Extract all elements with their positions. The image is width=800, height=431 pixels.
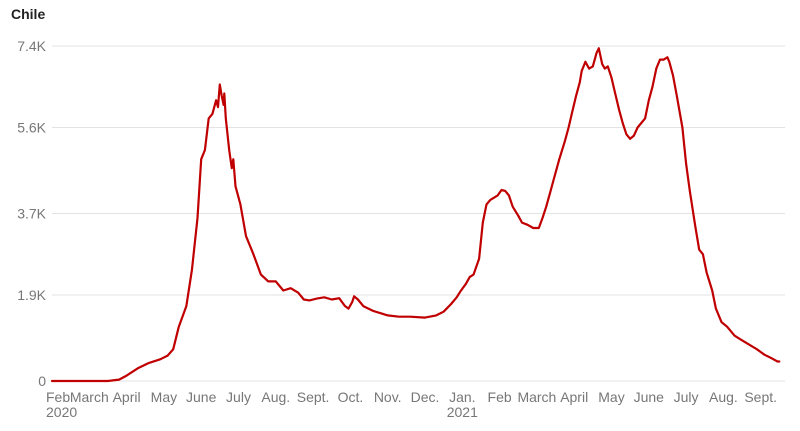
x-tick-label: Oct. — [338, 389, 364, 405]
x-tick-label: March — [70, 389, 109, 405]
x-tick-label: April — [560, 389, 588, 405]
x-tick-label: May — [151, 389, 177, 405]
x-tick-label: May — [598, 389, 624, 405]
x-tick-year-label: 2021 — [447, 404, 478, 420]
x-tick-label: Jan. — [449, 389, 475, 405]
x-tick-label: Sept. — [297, 389, 330, 405]
y-tick-label: 1.9K — [17, 287, 46, 303]
x-tick-year-label: 2020 — [46, 404, 77, 420]
x-tick-label: Feb — [46, 389, 70, 405]
x-tick-label: July — [226, 389, 251, 405]
x-tick-label: March — [517, 389, 556, 405]
y-tick-label: 7.4K — [17, 38, 46, 54]
x-tick-label: June — [634, 389, 665, 405]
series-line — [50, 47, 781, 383]
y-tick-label: 5.6K — [17, 119, 46, 135]
y-axis-labels: 0 1.9K 3.7K 5.6K 7.4K — [17, 38, 46, 389]
x-tick-label: Nov. — [374, 389, 402, 405]
x-tick-label: July — [674, 389, 699, 405]
y-tick-label: 3.7K — [17, 206, 46, 222]
x-tick-label: April — [113, 389, 141, 405]
x-tick-label: Dec. — [411, 389, 440, 405]
x-tick-label: Aug. — [261, 389, 290, 405]
x-tick-label: June — [186, 389, 217, 405]
x-tick-label: Aug. — [709, 389, 738, 405]
x-tick-label: Feb — [488, 389, 512, 405]
y-tick-label: 0 — [38, 373, 46, 389]
x-tick-label: Sept. — [744, 389, 777, 405]
chart-title: Chile — [11, 6, 46, 22]
series-layer — [50, 47, 781, 383]
gridlines — [52, 45, 785, 382]
